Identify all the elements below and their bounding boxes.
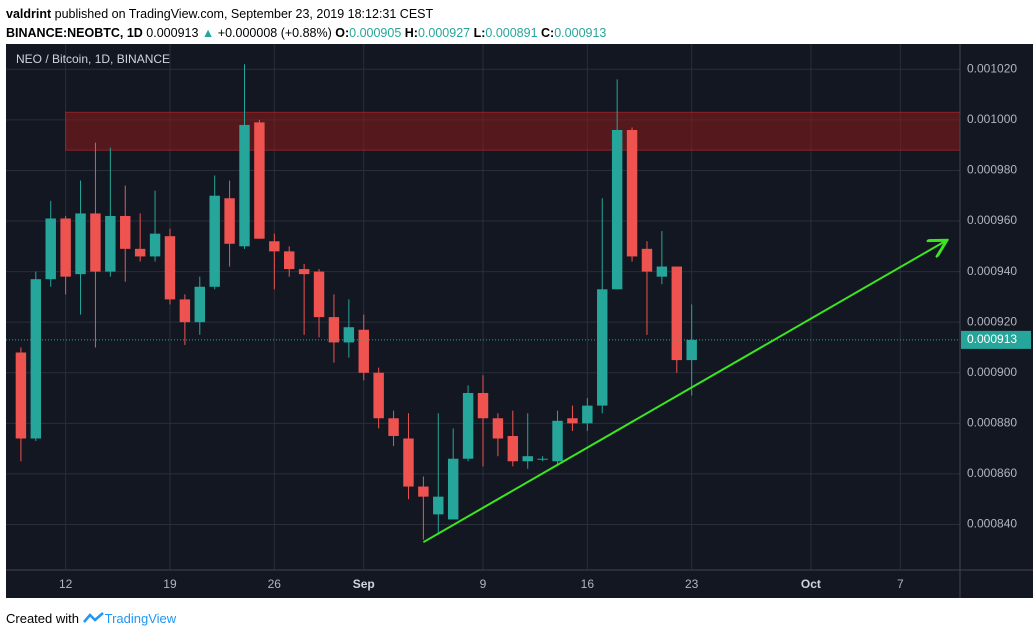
candle-body bbox=[120, 215, 131, 249]
y-tick-label: 0.000940 bbox=[967, 264, 1017, 278]
candle-body bbox=[313, 271, 325, 318]
candle-body bbox=[179, 299, 191, 323]
candle-body bbox=[537, 458, 548, 460]
candle-body bbox=[194, 286, 205, 323]
last-price-tag bbox=[961, 330, 1031, 349]
chart-title: NEO / Bitcoin, 1D, BINANCE bbox=[16, 52, 170, 66]
c-label: C: bbox=[541, 26, 555, 40]
l-label: L: bbox=[473, 26, 486, 40]
candle-body bbox=[30, 279, 42, 439]
candle-body bbox=[45, 218, 56, 280]
candle-body bbox=[477, 392, 489, 419]
y-tick-label: 0.000860 bbox=[967, 466, 1017, 480]
h: 0.000927 bbox=[417, 26, 471, 40]
x-tick-label: 7 bbox=[897, 577, 904, 591]
candle-body bbox=[149, 233, 161, 257]
x-tick-label: 16 bbox=[581, 577, 595, 591]
candle-body bbox=[75, 213, 86, 275]
candle-body bbox=[60, 218, 71, 277]
candle-body bbox=[388, 418, 399, 436]
y-tick-label: 0.001000 bbox=[967, 112, 1017, 126]
footer-prefix: Created with bbox=[6, 611, 79, 626]
x-tick-label: Sep bbox=[353, 577, 375, 591]
candle-body bbox=[492, 418, 504, 439]
candle-body bbox=[298, 269, 310, 275]
y-tick-label: 0.000920 bbox=[967, 314, 1017, 328]
candle-body bbox=[671, 266, 682, 361]
candle-body bbox=[254, 122, 265, 239]
candle-body bbox=[164, 236, 176, 300]
candle-body bbox=[611, 129, 623, 290]
x-tick-label: 23 bbox=[685, 577, 699, 591]
candle-body bbox=[134, 248, 146, 257]
last-price-label: 0.000913 bbox=[967, 332, 1017, 346]
candle-body bbox=[582, 405, 593, 424]
candle-body bbox=[656, 266, 668, 277]
candle-body bbox=[597, 289, 608, 406]
candle-body bbox=[239, 124, 250, 247]
resistance-zone bbox=[65, 111, 960, 151]
candle-body bbox=[269, 241, 280, 252]
footer-brand: TradingView bbox=[104, 611, 177, 626]
candle-body bbox=[641, 248, 653, 272]
header-line: BINANCE:NEOBTC, 1D 0.000913 ▲ +0.000008 … bbox=[6, 24, 606, 43]
candle-body bbox=[522, 456, 533, 462]
candle-body bbox=[284, 251, 295, 270]
header: valdrint published on TradingView.com, S… bbox=[6, 5, 606, 43]
candle-body bbox=[358, 329, 369, 373]
candle-body bbox=[447, 458, 459, 520]
candle-body bbox=[373, 372, 384, 419]
last: 0.000913 bbox=[146, 26, 199, 40]
candle-body bbox=[433, 496, 444, 515]
candle-body bbox=[626, 129, 638, 257]
candle-body bbox=[15, 352, 27, 439]
y-tick-label: 0.000960 bbox=[967, 213, 1017, 227]
candle-body bbox=[686, 339, 697, 361]
o: 0.000905 bbox=[349, 26, 402, 40]
x-tick-label: 26 bbox=[268, 577, 282, 591]
candle-body bbox=[552, 420, 563, 462]
candle-body bbox=[224, 198, 235, 244]
y-tick-label: 0.000840 bbox=[967, 517, 1017, 531]
change: +0.000008 (+0.88%) bbox=[217, 26, 332, 40]
chart: NEO / Bitcoin, 1D, BINANCE 0.000840 0.000… bbox=[6, 44, 1033, 598]
o-label: O: bbox=[335, 26, 350, 40]
x-tick-label: 12 bbox=[59, 577, 73, 591]
candle-body bbox=[462, 392, 474, 459]
y-tick-label: 0.001020 bbox=[967, 61, 1017, 75]
footer: Created with TradingView bbox=[6, 609, 176, 626]
x-tick-label: 19 bbox=[163, 577, 177, 591]
symbol: BINANCE:NEOBTC, 1D bbox=[6, 26, 143, 40]
y-tick-label: 0.000900 bbox=[967, 365, 1017, 379]
y-tick-label: 0.000980 bbox=[967, 163, 1017, 177]
candle-body bbox=[507, 435, 519, 462]
header-line: valdrint published on TradingView.com, S… bbox=[6, 5, 606, 24]
arrow: ▲ bbox=[201, 26, 215, 40]
candle-body bbox=[105, 215, 116, 272]
candle-body bbox=[343, 327, 355, 343]
h-label: H: bbox=[404, 26, 418, 40]
published: published on TradingView.com, September … bbox=[54, 7, 434, 21]
c: 0.000913 bbox=[554, 26, 607, 40]
l: 0.000891 bbox=[485, 26, 538, 40]
logo bbox=[82, 612, 104, 623]
candle-body bbox=[328, 317, 340, 343]
x-tick-label: Oct bbox=[801, 577, 821, 591]
candle-body bbox=[209, 195, 220, 287]
x-tick-label: 9 bbox=[480, 577, 487, 591]
y-tick-label: 0.000880 bbox=[967, 415, 1017, 429]
candle-body bbox=[403, 438, 414, 487]
candle-body bbox=[567, 418, 578, 424]
candle-body bbox=[418, 486, 429, 497]
trendline bbox=[422, 241, 945, 544]
author: valdrint bbox=[6, 7, 52, 21]
candle-body bbox=[90, 213, 101, 272]
